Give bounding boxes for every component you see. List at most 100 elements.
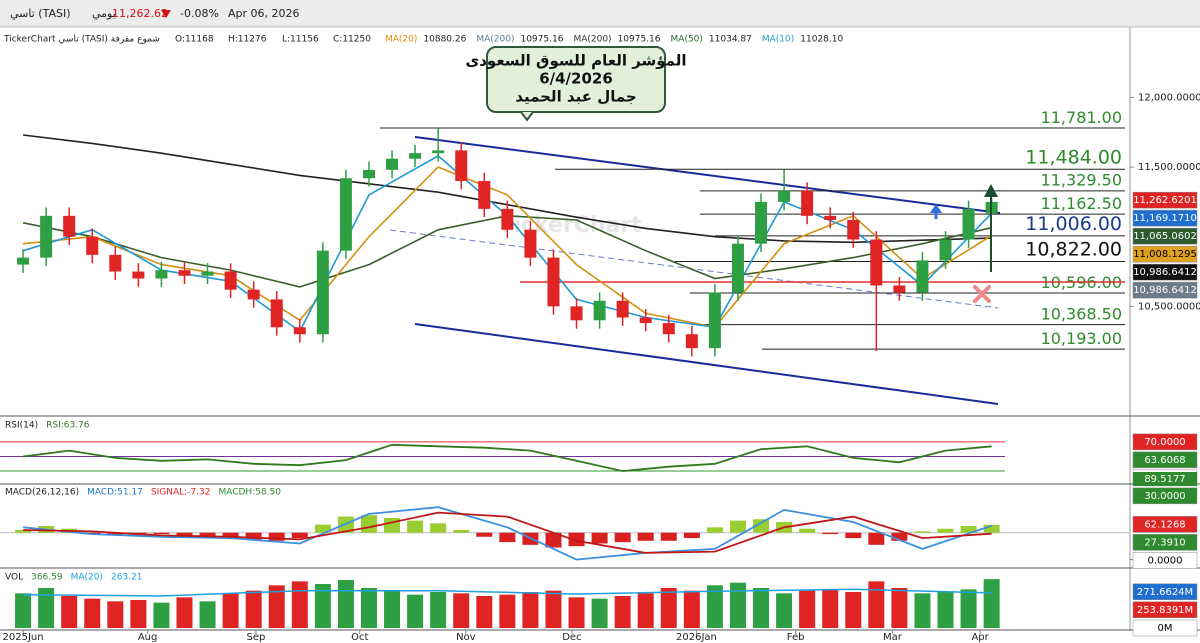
candle-body [893,285,906,293]
histogram-bar [545,532,562,548]
level-label: 11,329.50 [1041,171,1122,190]
histogram-bar [706,527,723,533]
price: 11,262.62 [112,7,168,20]
candle-body [662,323,675,335]
candle-body [178,270,191,276]
histogram-bar [660,532,677,541]
volume-bar [683,590,700,628]
price-tag [1132,191,1198,209]
blue-arrow-head [930,204,942,213]
legend-name: MA(20) [385,35,417,45]
histogram-bar [729,520,746,533]
ohlc: O:11168 [175,35,214,45]
price-tag [1132,601,1198,619]
x-tick-label: Mar [883,632,903,643]
price-tag-label: 11,065.0602 [1133,231,1197,242]
candle-body [593,300,606,321]
price-tag [1132,245,1198,263]
candle-body [939,239,952,261]
channel-upper [414,136,1001,214]
period: يومي [92,7,116,20]
legend-name: MA(50) [671,35,703,45]
volume-bar [499,594,516,628]
candle-body [616,300,629,318]
down-triangle [161,10,171,18]
histogram-bar [822,532,839,535]
x-tick-label: Aug [138,632,158,643]
panel-title: VOL [5,573,23,583]
candle-body [639,317,652,324]
marks: 12,000.0000 11,500.0000 10,500.0000 2025Jun… [0,92,1200,643]
candle-body [362,169,375,179]
price-tag [1132,619,1198,637]
ohlc: L:11156 [282,35,319,45]
candle-body [778,190,791,202]
panel-reading: 263.21 [111,573,143,583]
volume-bar [407,594,424,628]
volume-bar [291,581,308,628]
panel-reading: MA(20) [71,573,103,583]
x-tick-label: Oct [351,632,368,643]
price-tag [1132,534,1198,551]
x-tick-label: Feb [787,632,805,643]
histogram-bar [384,517,401,533]
volume-bar [753,588,770,628]
volume-bar [891,588,908,628]
volume-bar [822,589,839,628]
x-tick-label: Sep [247,632,266,643]
histogram-bar [568,532,585,547]
x-tick-label: Nov [456,632,476,643]
volume-bar [868,581,885,628]
histogram-bar [107,532,124,536]
histogram-bar [476,532,493,537]
legend-name: MA(200) [573,35,611,45]
candle-body [962,208,975,240]
histogram-bar [245,532,262,540]
volume-bar [960,589,977,628]
candle-body [755,201,768,244]
price-tag [1132,281,1198,299]
candle-body [501,208,514,230]
level-label: 11,484.00 [1025,146,1122,168]
histogram-bar [799,528,816,533]
legend-reading: 10975.16 [520,35,563,45]
candle-body [708,292,721,349]
candle-body [247,289,260,300]
candle-body [109,254,122,272]
volume-bar [545,590,562,628]
panel-title: MACD(26,12,16) [5,488,79,498]
candle-body [455,150,468,182]
annotation-box [486,46,666,113]
price-tag [1132,263,1198,281]
histogram-bar [868,532,885,545]
price-tag-label: 0M [1158,623,1173,634]
y-tick-label: 10,500.0000 [1138,301,1200,312]
price-tag-label: 89.5177 [1144,474,1185,485]
volume-bar [522,592,539,628]
volume-bar [61,596,78,628]
volume-bar [430,592,447,628]
annotation: المؤشر العام للسوق السعودى 6/4/2026 جمال… [465,46,687,122]
candle-body [86,236,99,255]
x-tick-label: Apr [971,632,989,643]
candle-body [547,257,560,307]
price-tag-label: 62.1268 [1144,519,1185,530]
source: TickerChart تاسي (TASI) شموع مقرفة [3,35,160,45]
panel-reading: SIGNAL:-7.32 [151,488,211,498]
level-label: 10,822.00 [1025,239,1122,261]
candle-body [916,260,929,293]
price-tag [1132,209,1198,227]
volume-bar [15,593,32,628]
candle-body [731,243,744,293]
price-tag-label: 70.0000 [1144,437,1185,448]
histogram-bar [314,524,331,533]
volume-bar [937,592,954,628]
volume-bar [845,592,862,628]
price-tag-label: 253.8391M [1137,605,1193,616]
price-tag [1132,451,1198,469]
panel-reading: MACDH:58.50 [218,488,281,498]
candle-body [293,327,306,335]
volume-bar [245,590,262,628]
price-tag-label: 30.0000 [1144,491,1185,502]
